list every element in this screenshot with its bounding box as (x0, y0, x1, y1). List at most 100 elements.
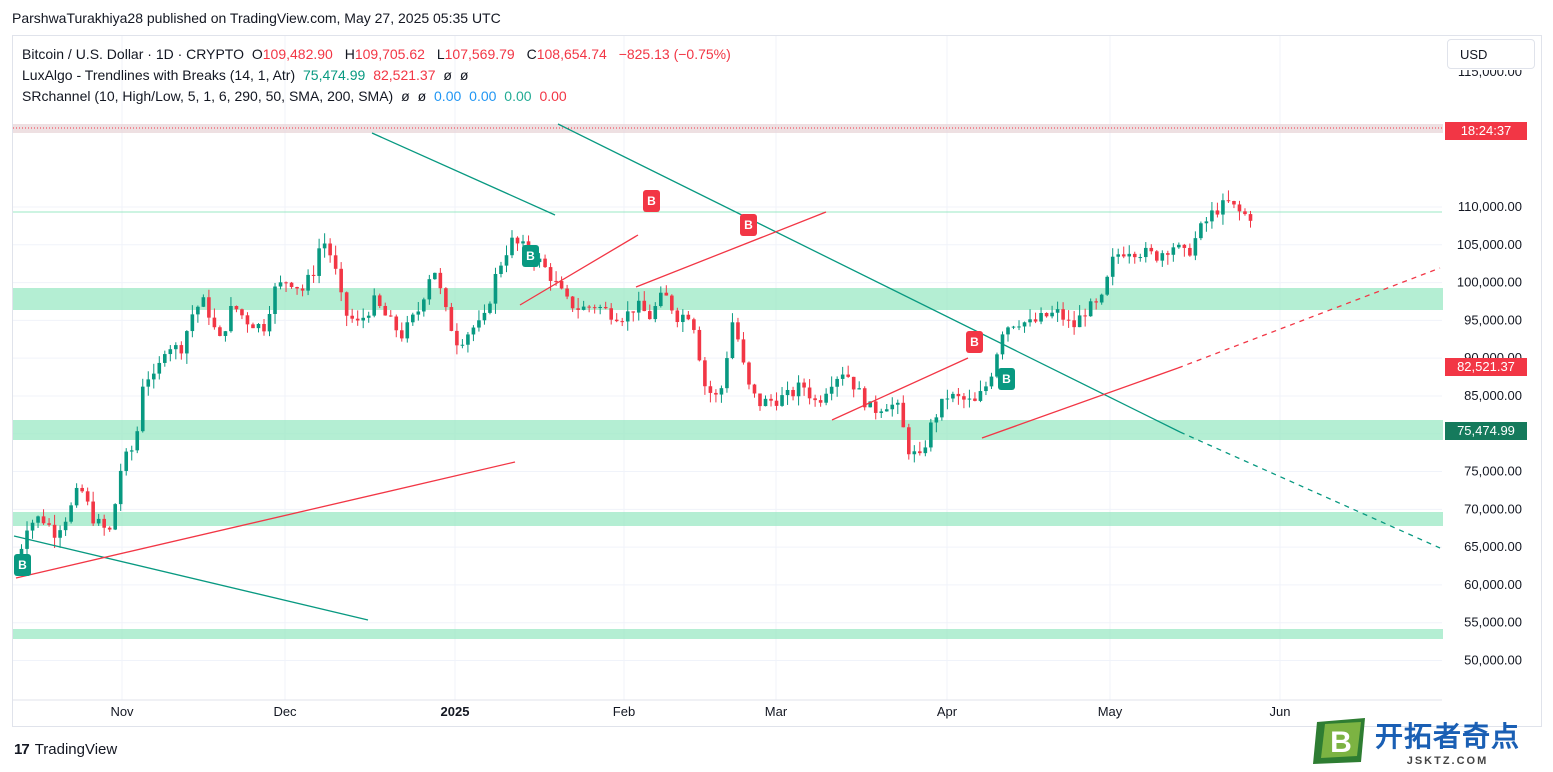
close-value: 108,654.74 (536, 46, 607, 62)
candle-body (1006, 327, 1010, 335)
candle (1121, 246, 1126, 259)
candle-body (129, 450, 134, 452)
breakout-signal-badge[interactable]: B (966, 331, 983, 353)
currency-selector[interactable]: USD (1447, 39, 1535, 69)
candle (846, 365, 850, 378)
candle-body (405, 322, 410, 339)
candle (714, 389, 718, 403)
candle (1028, 309, 1032, 327)
breakout-signal-badge[interactable]: B (740, 214, 757, 236)
candle (1199, 221, 1203, 241)
candle-body (471, 327, 476, 335)
watermark-chinese-text: 开拓者奇点 (1375, 721, 1521, 752)
candle (576, 297, 580, 319)
candle-body (328, 243, 332, 256)
candle (273, 282, 277, 324)
candle (383, 302, 388, 316)
candle (295, 286, 299, 295)
candle (1066, 310, 1071, 328)
candle (581, 300, 586, 311)
candle-body (670, 295, 674, 311)
candle-body (1138, 257, 1143, 259)
candle-body (857, 388, 861, 390)
candle (1182, 243, 1187, 257)
symbol-name[interactable]: Bitcoin / U.S. Dollar · 1D · CRYPTO (22, 46, 244, 62)
candle (984, 381, 988, 396)
candle-body (1044, 312, 1049, 317)
candle-body (1248, 214, 1253, 221)
candle-body (907, 427, 911, 455)
srchannel-indicator-name[interactable]: SRchannel (10, High/Low, 5, 1, 6, 290, 5… (22, 88, 394, 104)
candle (1022, 321, 1027, 333)
candle (1155, 250, 1159, 263)
candle-body (802, 382, 806, 388)
candle-body (631, 311, 636, 313)
candle (328, 238, 332, 263)
candle-body (543, 258, 547, 268)
candle (758, 393, 762, 411)
candle (30, 519, 35, 539)
candle (962, 393, 966, 409)
candle (829, 376, 834, 401)
candle-body (218, 327, 222, 336)
candle (697, 326, 702, 362)
candle-body (609, 308, 613, 320)
candle (63, 517, 68, 536)
candle-body (554, 280, 558, 282)
candle-body (697, 329, 702, 361)
candle (708, 380, 713, 403)
candle-body (1011, 326, 1016, 328)
candle-body (515, 237, 520, 244)
candle-body (1182, 244, 1187, 248)
candle (840, 366, 845, 386)
candle (427, 274, 432, 305)
candle-body (642, 300, 647, 312)
candle-body (692, 319, 696, 330)
candle-body (135, 431, 140, 451)
footer-brand[interactable]: 17 TradingView (14, 741, 117, 758)
candle (422, 297, 426, 317)
candle-body (570, 296, 575, 309)
candle-body (344, 292, 349, 316)
breakout-signal-badge[interactable]: B (998, 368, 1015, 390)
candle-body (879, 411, 884, 413)
trendline (635, 211, 827, 288)
breakout-signal-badge[interactable]: B (643, 190, 660, 212)
luxalgo-indicator-name[interactable]: LuxAlgo - Trendlines with Breaks (14, 1,… (22, 67, 296, 83)
candle (940, 398, 944, 421)
candle-body (1072, 320, 1076, 328)
candle-body (791, 389, 795, 397)
candle (923, 440, 928, 457)
candle (113, 503, 117, 531)
candle (901, 395, 906, 428)
candle (157, 356, 162, 380)
srchannel-value-2: 0.00 (469, 88, 497, 104)
candle-body (113, 504, 117, 530)
candle-body (703, 360, 707, 387)
candle (614, 313, 619, 323)
candle-body (317, 248, 321, 276)
candle (416, 302, 421, 321)
candle-body (300, 288, 305, 291)
candle (1017, 320, 1021, 331)
breakout-signal-badge[interactable]: B (522, 245, 539, 267)
candle (510, 230, 514, 259)
price-axis-label: 105,000.00 (1457, 237, 1522, 252)
candle (1044, 312, 1049, 318)
candle (1143, 242, 1148, 263)
candle-body (416, 311, 421, 315)
candle (625, 301, 630, 331)
candle-body (510, 237, 514, 256)
candle-body (311, 274, 316, 276)
candle-body (455, 330, 459, 346)
candle-body (719, 388, 724, 395)
candle (58, 525, 62, 548)
candle (438, 268, 443, 295)
candle (256, 323, 261, 333)
breakout-signal-badge[interactable]: B (14, 554, 31, 576)
sr-channel-zones (13, 124, 1443, 639)
candle-body (587, 306, 591, 308)
candle (1033, 312, 1038, 324)
candle-body (730, 322, 735, 359)
